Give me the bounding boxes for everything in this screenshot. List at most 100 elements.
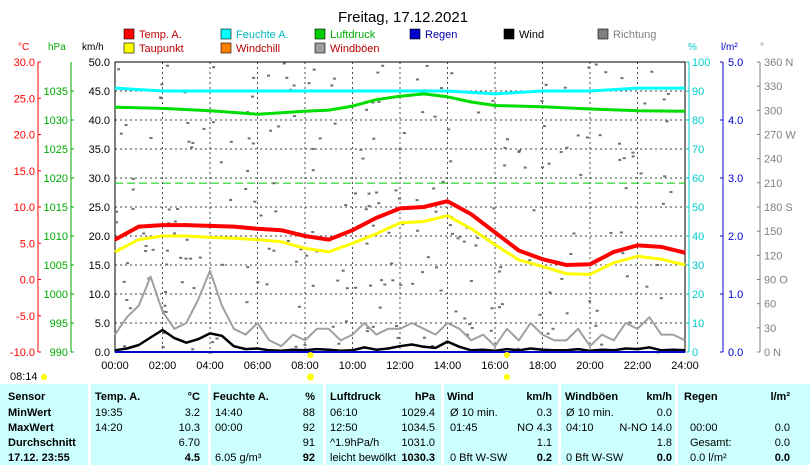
direction-point: [191, 348, 195, 351]
tick-humidity: 10: [692, 318, 704, 330]
direction-point: [125, 262, 129, 265]
direction-point: [179, 256, 183, 259]
cell-pressure-time: 06:10: [330, 407, 358, 419]
direction-point: [650, 70, 654, 73]
direction-point: [624, 187, 628, 190]
x-tick-label: 02:00: [149, 360, 177, 372]
tick-direction: 360 N: [764, 57, 793, 69]
legend-label: Regen: [425, 29, 457, 41]
series-luftdruck: [114, 92, 686, 116]
direction-point: [303, 344, 307, 347]
direction-point: [656, 263, 660, 266]
direction-point: [523, 166, 527, 169]
direction-point: [548, 291, 552, 294]
direction-point: [123, 345, 127, 348]
direction-point: [122, 280, 126, 283]
direction-point: [246, 169, 250, 172]
x-axis: 00:00 02:00 04:00 06:00 08:00 10:00 12:00 14:00…: [41, 352, 699, 381]
direction-point: [311, 169, 315, 172]
tick-wind: 50.0: [89, 57, 110, 69]
direction-point: [383, 283, 387, 286]
direction-point: [151, 248, 155, 251]
direction-point: [331, 325, 335, 328]
tick-pressure: 1035: [44, 86, 68, 98]
cell-temp: 6.70: [178, 437, 200, 449]
direction-point: [305, 254, 309, 257]
tick-wind: 5.0: [95, 318, 110, 330]
legend-label: Wind: [519, 29, 544, 41]
cell-wind-time: 0 Bft W-SW: [450, 452, 508, 464]
legend-swatch: [220, 28, 232, 40]
direction-point: [454, 310, 458, 313]
cell-gust: N-NO 14.0: [619, 422, 672, 434]
direction-point: [435, 266, 439, 269]
header-gust: Windböen: [565, 391, 619, 403]
direction-point: [499, 266, 503, 269]
tick-wind: 45.0: [89, 86, 110, 98]
header-sensor: Sensor: [8, 391, 46, 403]
header-temp: Temp. A.: [95, 391, 141, 403]
tick-pressure: 1030: [44, 115, 68, 127]
direction-point: [344, 204, 348, 207]
tick-humidity: 70: [692, 144, 704, 156]
direction-point: [588, 300, 592, 303]
direction-point: [468, 323, 472, 326]
header-gust-unit: km/h: [646, 391, 672, 403]
direction-point: [163, 304, 167, 307]
legend: Temp. A. Feuchte A. Luftdruck Regen Wind Rich…: [123, 28, 656, 55]
direction-point: [662, 98, 666, 101]
direction-point: [332, 77, 336, 80]
direction-point: [490, 307, 494, 310]
direction-point: [631, 155, 635, 158]
direction-point: [399, 283, 403, 286]
direction-point: [661, 202, 665, 205]
direction-point: [131, 207, 135, 210]
cell-wind: 0.2: [536, 452, 552, 464]
series-wind: [114, 328, 686, 353]
direction-point: [167, 208, 171, 211]
direction-point: [311, 147, 315, 150]
direction-point: [184, 257, 188, 260]
direction-point: [447, 128, 451, 131]
direction-point: [162, 332, 166, 335]
direction-point: [390, 262, 394, 265]
tick-pressure: 1025: [44, 144, 68, 156]
tick-pressure: 990: [50, 347, 68, 359]
direction-point: [125, 299, 129, 302]
direction-point: [267, 247, 271, 250]
direction-point: [517, 150, 521, 153]
direction-point: [165, 249, 169, 252]
direction-point: [439, 289, 443, 292]
direction-point: [265, 283, 269, 286]
direction-point: [663, 175, 667, 178]
direction-point: [247, 137, 251, 140]
direction-point: [432, 187, 436, 190]
direction-point: [569, 253, 573, 256]
cell-gust-time: Ø 10 min.: [566, 407, 614, 419]
legend-swatch: [123, 28, 135, 40]
direction-point: [367, 205, 371, 208]
direction-point: [164, 290, 168, 293]
direction-point: [421, 111, 425, 114]
tick-rain: 4.0: [728, 115, 743, 127]
cell-rain-time: 00:00: [690, 422, 718, 434]
cell-temp: 3.2: [184, 407, 200, 419]
direction-point: [251, 142, 255, 145]
direction-point: [344, 320, 348, 323]
direction-point: [274, 210, 278, 213]
direction-point: [297, 305, 301, 308]
axis-units: °C hPa km/h% l/m² °: [18, 42, 764, 53]
direction-point: [292, 84, 296, 87]
cell-wind: 0.3: [536, 407, 552, 419]
tick-wind: 25.0: [89, 202, 110, 214]
direction-point: [456, 237, 460, 240]
tick-humidity: 20: [692, 289, 704, 301]
direction-point: [381, 64, 385, 67]
x-tick-label: 24:00: [671, 360, 699, 372]
direction-point: [359, 148, 363, 151]
direction-point: [594, 63, 598, 66]
direction-point: [546, 332, 550, 335]
direction-point: [165, 263, 169, 266]
direction-point: [395, 325, 399, 328]
direction-point: [450, 232, 454, 235]
